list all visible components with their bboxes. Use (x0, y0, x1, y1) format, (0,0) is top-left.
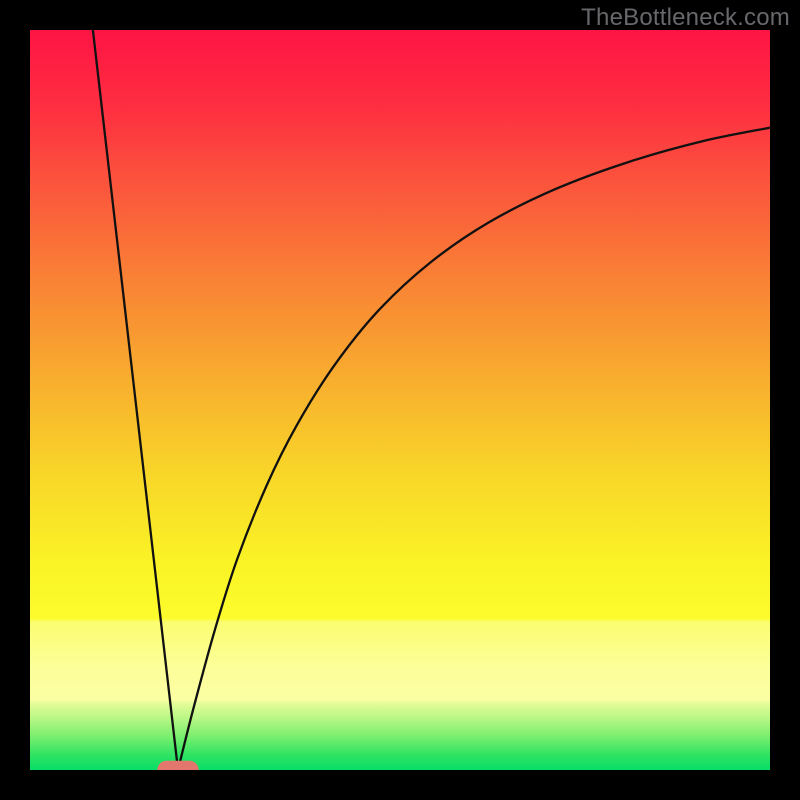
chart-frame: { "meta": { "watermark": "TheBottleneck.… (0, 0, 800, 800)
bottleneck-chart (0, 0, 800, 800)
watermark-text: TheBottleneck.com (581, 4, 790, 32)
gradient-background (30, 30, 770, 770)
optimal-point-marker (157, 761, 198, 780)
